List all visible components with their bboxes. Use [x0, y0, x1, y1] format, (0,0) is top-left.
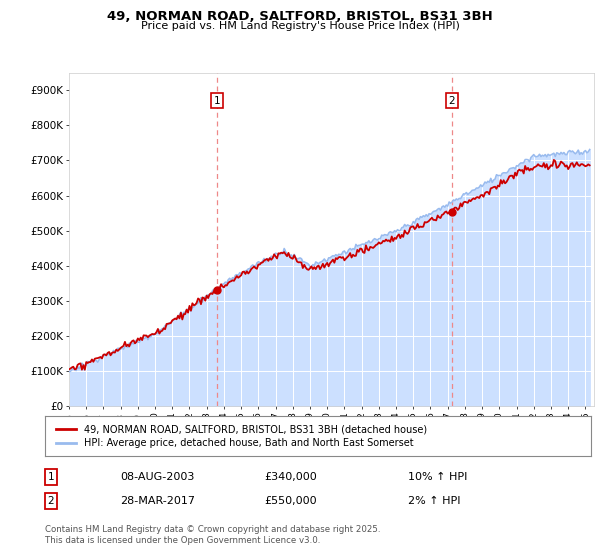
- Text: 10% ↑ HPI: 10% ↑ HPI: [408, 472, 467, 482]
- Text: 2% ↑ HPI: 2% ↑ HPI: [408, 496, 461, 506]
- Text: Price paid vs. HM Land Registry's House Price Index (HPI): Price paid vs. HM Land Registry's House …: [140, 21, 460, 31]
- Text: 08-AUG-2003: 08-AUG-2003: [120, 472, 194, 482]
- Text: 28-MAR-2017: 28-MAR-2017: [120, 496, 195, 506]
- Text: Contains HM Land Registry data © Crown copyright and database right 2025.
This d: Contains HM Land Registry data © Crown c…: [45, 525, 380, 545]
- Text: 2: 2: [47, 496, 55, 506]
- Text: 2: 2: [448, 96, 455, 106]
- Legend: 49, NORMAN ROAD, SALTFORD, BRISTOL, BS31 3BH (detached house), HPI: Average pric: 49, NORMAN ROAD, SALTFORD, BRISTOL, BS31…: [53, 421, 431, 452]
- Text: £340,000: £340,000: [264, 472, 317, 482]
- Text: 49, NORMAN ROAD, SALTFORD, BRISTOL, BS31 3BH: 49, NORMAN ROAD, SALTFORD, BRISTOL, BS31…: [107, 10, 493, 22]
- Text: £550,000: £550,000: [264, 496, 317, 506]
- Text: 1: 1: [214, 96, 220, 106]
- Text: 1: 1: [47, 472, 55, 482]
